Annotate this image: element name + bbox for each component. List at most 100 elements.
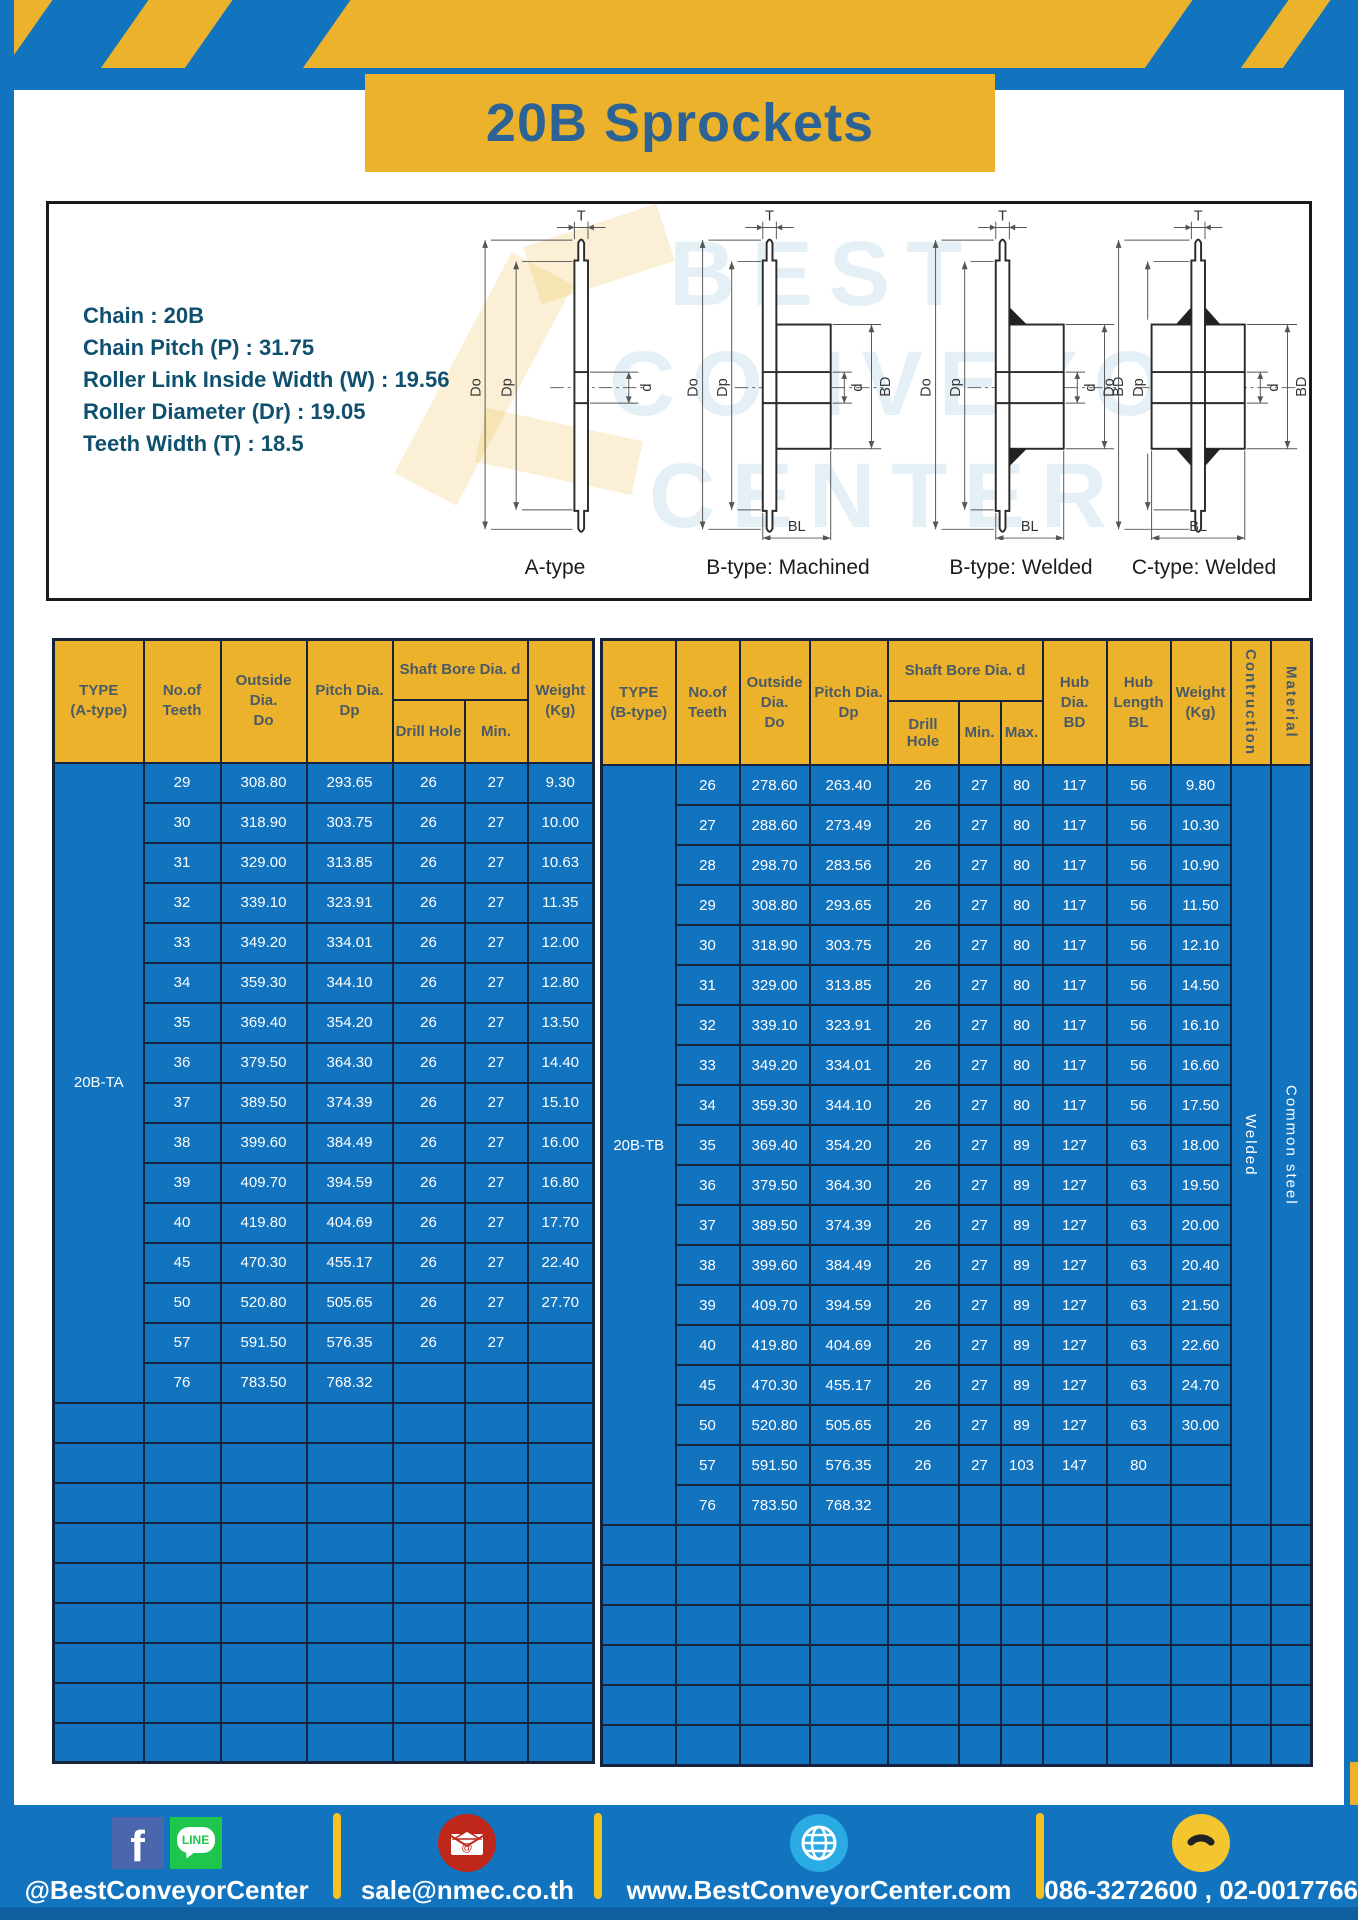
table-cell: 349.20 xyxy=(219,921,308,964)
dim-bl-label: BL xyxy=(788,519,806,535)
table-row: 39 409.70 394.59 26 27 89 127 63 21.50 xyxy=(602,1284,1312,1326)
table-row xyxy=(52,1401,595,1444)
caption-c-welded: C-type: Welded xyxy=(1131,556,1277,579)
table-cell: 20.40 xyxy=(1169,1244,1232,1286)
table-cell: 10.90 xyxy=(1169,844,1232,886)
empty-cell xyxy=(142,1521,222,1564)
table-cell: 127 xyxy=(1041,1364,1108,1406)
table-cell: 15.10 xyxy=(526,1081,595,1124)
table-cell: 783.50 xyxy=(219,1361,308,1404)
website-url: www.BestConveyorCenter.com xyxy=(626,1875,1012,1905)
table-cell: 364.30 xyxy=(305,1041,394,1084)
table-cell: 26 xyxy=(886,1084,960,1126)
table-cell xyxy=(391,1361,466,1404)
empty-cell xyxy=(142,1441,222,1484)
type-label-cell: 20B-TA xyxy=(52,761,145,1404)
table-cell: 27 xyxy=(463,921,529,964)
table-cell: 63 xyxy=(1105,1404,1172,1446)
caption-a-type: A-type xyxy=(524,556,586,579)
table-b-type: TYPE (B-type) No.of Teeth Outside Dia. Do Pi… xyxy=(600,638,1314,1767)
empty-cell xyxy=(526,1481,595,1524)
table-cell: 26 xyxy=(391,1041,466,1084)
table-cell: 45 xyxy=(674,1364,741,1406)
empty-cell xyxy=(526,1641,595,1684)
table-cell: 313.85 xyxy=(305,841,394,884)
empty-cell xyxy=(52,1681,145,1724)
empty-cell xyxy=(305,1681,394,1724)
empty-cell xyxy=(886,1604,960,1646)
empty-cell xyxy=(526,1601,595,1644)
table-cell: 27 xyxy=(957,844,1002,886)
table-cell: 308.80 xyxy=(219,761,308,804)
table-cell: 117 xyxy=(1041,1004,1108,1046)
table-cell: 27 xyxy=(957,1364,1002,1406)
empty-cell xyxy=(1269,1644,1313,1686)
table-cell: 56 xyxy=(1105,764,1172,806)
empty-cell xyxy=(391,1681,466,1724)
table-cell: 27.70 xyxy=(526,1281,595,1324)
email-icon: @ xyxy=(438,1814,497,1872)
empty-cell xyxy=(1229,1604,1272,1646)
empty-cell xyxy=(1269,1564,1313,1606)
table-cell: 369.40 xyxy=(738,1124,811,1166)
empty-cell xyxy=(600,1524,677,1566)
empty-cell xyxy=(305,1721,394,1764)
table-cell: 394.59 xyxy=(305,1161,394,1204)
empty-cell xyxy=(738,1724,811,1766)
empty-cell xyxy=(674,1604,741,1646)
table-cell: 26 xyxy=(886,1364,960,1406)
table-cell: 26 xyxy=(886,804,960,846)
empty-cell xyxy=(1169,1684,1232,1726)
empty-cell xyxy=(142,1481,222,1524)
table-cell: 27 xyxy=(463,801,529,844)
table-cell: 334.01 xyxy=(808,1044,889,1086)
table-row: 57 591.50 576.35 26 27 103 147 80 xyxy=(602,1444,1312,1486)
table-cell: 505.65 xyxy=(808,1404,889,1446)
table-row: 33 349.20 334.01 26 27 80 117 56 16.60 xyxy=(602,1044,1312,1086)
col-teeth: No.of Teeth xyxy=(142,638,222,764)
table-cell: 354.20 xyxy=(305,1001,394,1044)
table-cell: 27 xyxy=(463,761,529,804)
empty-cell xyxy=(674,1644,741,1686)
empty-cell xyxy=(305,1481,394,1524)
table-cell: 63 xyxy=(1105,1124,1172,1166)
table-cell: 80 xyxy=(1105,1444,1172,1486)
table-row: 40 419.80 404.69 26 27 17.70 xyxy=(54,1201,595,1244)
empty-cell xyxy=(600,1564,677,1606)
table-cell: 374.39 xyxy=(808,1204,889,1246)
col-construction: Contruction xyxy=(1229,638,1272,766)
table-cell: 409.70 xyxy=(219,1161,308,1204)
table-cell: 591.50 xyxy=(738,1444,811,1486)
table-cell: 505.65 xyxy=(305,1281,394,1324)
table-cell: 26 xyxy=(391,921,466,964)
empty-cell xyxy=(1041,1724,1108,1766)
table-row: 76 783.50 768.32 xyxy=(602,1484,1312,1526)
empty-cell xyxy=(674,1564,741,1606)
col-outside-dia: Outside Dia. Do xyxy=(219,638,308,764)
empty-cell xyxy=(886,1724,960,1766)
dim-d-label: d xyxy=(639,384,655,392)
table-cell: 27 xyxy=(463,1161,529,1204)
empty-cell xyxy=(391,1401,466,1444)
empty-cell xyxy=(305,1521,394,1564)
dim-bd-label: BD xyxy=(1294,377,1310,397)
footer-contact-bar: f LINE @BestConveyorCenter @ xyxy=(0,1805,1358,1920)
table-row: 40 419.80 404.69 26 27 89 127 63 22.60 xyxy=(602,1324,1312,1366)
table-cell: 56 xyxy=(1105,1004,1172,1046)
empty-cell xyxy=(142,1401,222,1444)
table-cell: 56 xyxy=(1105,1084,1172,1126)
material-cell: Common steel xyxy=(1269,764,1313,1526)
empty-cell xyxy=(886,1684,960,1726)
table-row: 20B-TA 29 308.80 293.65 26 27 9.30 xyxy=(52,761,595,1404)
globe-icon xyxy=(789,1814,848,1872)
table-cell xyxy=(463,1361,529,1404)
col-type: TYPE (B-type) xyxy=(600,638,677,766)
table-cell: 27 xyxy=(957,884,1002,926)
table-cell: 591.50 xyxy=(219,1321,308,1364)
empty-cell xyxy=(1229,1564,1272,1606)
table-cell: 379.50 xyxy=(219,1041,308,1084)
table-cell: 26 xyxy=(391,961,466,1004)
table-cell: 364.30 xyxy=(808,1164,889,1206)
table-row: 32 339.10 323.91 26 27 80 117 56 16.10 xyxy=(602,1004,1312,1046)
